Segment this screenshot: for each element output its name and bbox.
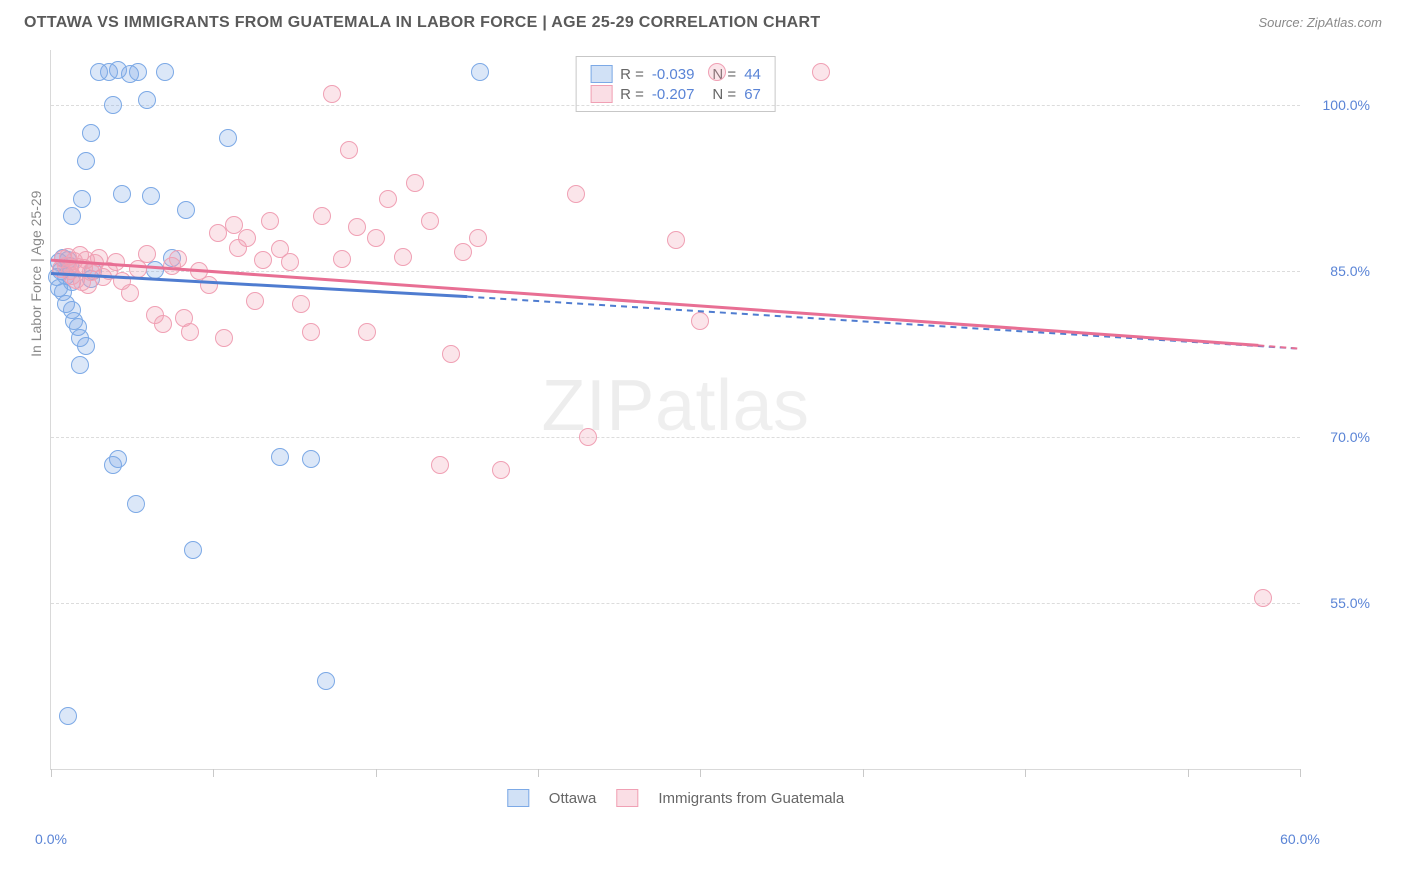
trend-lines xyxy=(51,50,1300,769)
x-tick xyxy=(1300,769,1301,777)
x-tick xyxy=(1025,769,1026,777)
y-tick-label: 55.0% xyxy=(1330,595,1370,611)
chart-source: Source: ZipAtlas.com xyxy=(1258,15,1382,30)
legend-swatch xyxy=(507,789,529,807)
legend-series-label: Immigrants from Guatemala xyxy=(658,790,844,807)
x-tick-label: 0.0% xyxy=(35,831,67,847)
x-tick xyxy=(538,769,539,777)
x-tick xyxy=(51,769,52,777)
y-axis-label: In Labor Force | Age 25-29 xyxy=(28,191,44,357)
x-tick-label: 60.0% xyxy=(1280,831,1320,847)
x-tick xyxy=(376,769,377,777)
x-tick xyxy=(863,769,864,777)
plot-container: In Labor Force | Age 25-29 ZIPatlas R = … xyxy=(40,50,1380,830)
legend-swatch xyxy=(616,789,638,807)
x-tick xyxy=(700,769,701,777)
x-tick xyxy=(213,769,214,777)
plot-area: ZIPatlas R = -0.039N = 44R = -0.207N = 6… xyxy=(50,50,1300,770)
legend-series-label: Ottawa xyxy=(549,790,597,807)
y-tick-label: 100.0% xyxy=(1323,97,1370,113)
series-legend: Ottawa Immigrants from Guatemala xyxy=(507,789,844,807)
y-tick-label: 85.0% xyxy=(1330,263,1370,279)
x-tick xyxy=(1188,769,1189,777)
y-tick-label: 70.0% xyxy=(1330,429,1370,445)
chart-title: OTTAWA VS IMMIGRANTS FROM GUATEMALA IN L… xyxy=(24,14,820,32)
